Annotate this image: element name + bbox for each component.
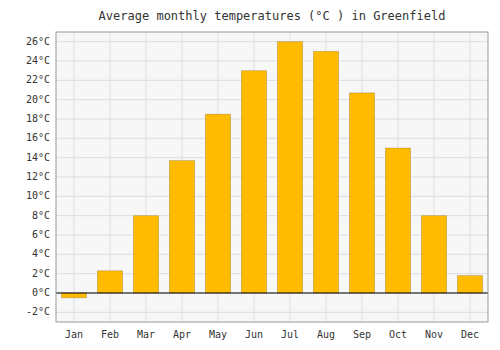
x-tick-label: Feb bbox=[101, 329, 119, 340]
y-tick-label: 26°C bbox=[26, 36, 50, 47]
x-tick-label: Aug bbox=[317, 329, 335, 340]
axes: -2°C 0°C 2°C 4°C 6°C 8°C 10°C 12°C 14°C 16°C 18°C 2… bbox=[26, 36, 479, 340]
y-tick-label: -2°C bbox=[26, 306, 50, 317]
y-grid-line bbox=[56, 41, 488, 42]
x-tick-label: Dec bbox=[461, 329, 479, 340]
x-tick-label: Nov bbox=[425, 329, 443, 340]
x-tick-label: Mar bbox=[137, 329, 155, 340]
x-tick-label: Oct bbox=[389, 329, 407, 340]
bar bbox=[97, 271, 122, 293]
bar bbox=[313, 51, 338, 293]
y-grid-line bbox=[56, 119, 488, 120]
bar bbox=[61, 293, 86, 298]
y-tick-label: 6°C bbox=[32, 229, 50, 240]
y-grid-line bbox=[56, 99, 488, 100]
y-tick-label: 16°C bbox=[26, 132, 50, 143]
x-tick-label: Jan bbox=[65, 329, 83, 340]
bar bbox=[349, 93, 374, 293]
bar bbox=[205, 114, 230, 293]
y-grid-line bbox=[56, 157, 488, 158]
y-tick-label: 10°C bbox=[26, 190, 50, 201]
y-grid-line bbox=[56, 177, 488, 178]
x-tick-label: Apr bbox=[173, 329, 191, 340]
y-tick-label: 8°C bbox=[32, 210, 50, 221]
y-tick-label: 0°C bbox=[32, 287, 50, 298]
y-grid-line bbox=[56, 312, 488, 313]
y-tick-label: 14°C bbox=[26, 152, 50, 163]
chart: -2°C 0°C 2°C 4°C 6°C 8°C 10°C 12°C 14°C 16°C 18°C 2… bbox=[0, 0, 500, 350]
y-grid-line bbox=[56, 80, 488, 81]
baseline bbox=[56, 292, 488, 293]
bars bbox=[61, 42, 482, 298]
bar bbox=[277, 42, 302, 293]
y-grid-line bbox=[56, 196, 488, 197]
y-grid-line bbox=[56, 61, 488, 62]
bar bbox=[421, 216, 446, 293]
y-tick-label: 2°C bbox=[32, 268, 50, 279]
bar bbox=[385, 148, 410, 293]
bar bbox=[169, 161, 194, 293]
x-grid-line bbox=[74, 32, 75, 322]
plot-frame bbox=[56, 32, 488, 322]
y-tick-label: 18°C bbox=[26, 113, 50, 124]
x-tick-label: Jun bbox=[245, 329, 263, 340]
y-tick-label: 24°C bbox=[26, 55, 50, 66]
x-tick-label: Jul bbox=[281, 329, 299, 340]
y-tick-label: 4°C bbox=[32, 248, 50, 259]
grid bbox=[56, 32, 488, 322]
bar bbox=[241, 71, 266, 293]
y-grid-line bbox=[56, 293, 488, 294]
bar bbox=[457, 276, 482, 293]
y-tick-label: 22°C bbox=[26, 74, 50, 85]
plot-area bbox=[56, 32, 488, 322]
y-grid-line bbox=[56, 138, 488, 139]
title: Average monthly temperatures (°C ) in Gr… bbox=[99, 9, 446, 23]
bar bbox=[133, 216, 158, 293]
y-tick-label: 12°C bbox=[26, 171, 50, 182]
y-tick-label: 20°C bbox=[26, 94, 50, 105]
x-tick-label: Sep bbox=[353, 329, 371, 340]
x-tick-label: May bbox=[209, 329, 227, 340]
